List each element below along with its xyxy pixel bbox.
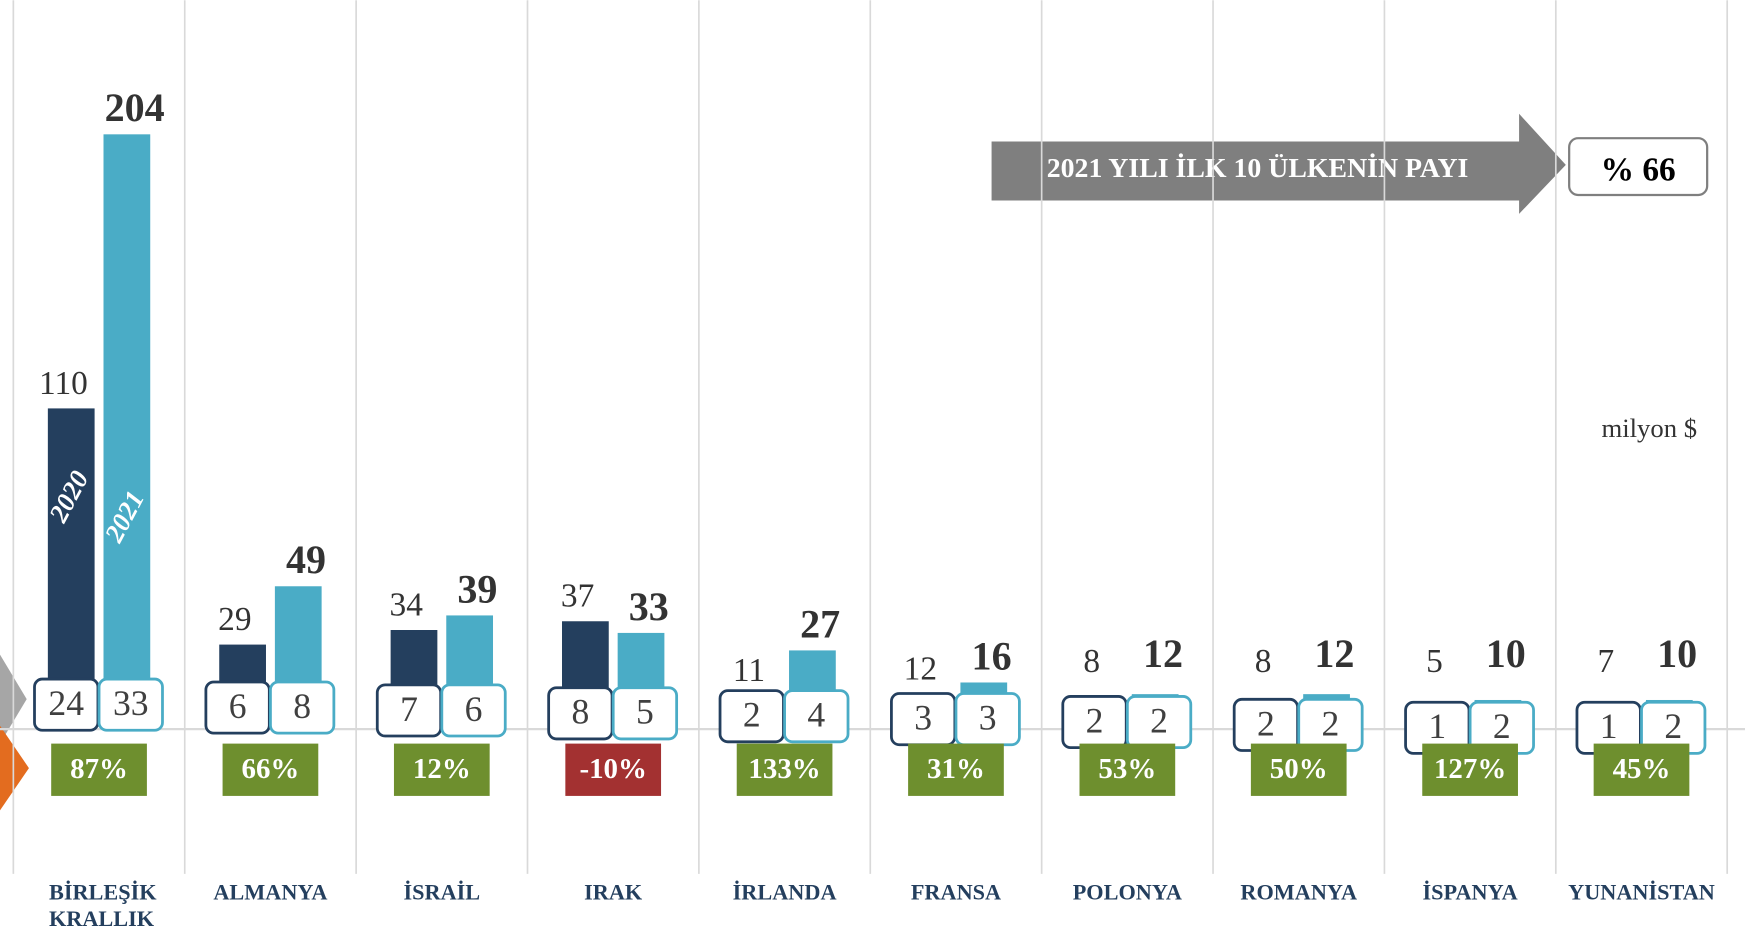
box-label: 6 [465,689,483,729]
box [269,680,336,735]
value-label: 12 [1143,631,1183,676]
value-label: 10 [1657,631,1697,676]
change-box [736,743,833,796]
value-label: 11 [733,652,765,689]
share-box [1568,137,1709,197]
change-box [51,743,147,796]
box [97,677,164,732]
value-label: 33 [629,584,669,629]
box-label: 2 [1150,700,1168,740]
value-label: 8 [1083,643,1100,680]
box-label: 5 [636,692,654,732]
change-label: 87% [70,753,128,785]
box-label: 2 [1322,703,1340,743]
change-label: 45% [1613,753,1671,785]
category-label: YUNANİSTAN [1568,880,1715,905]
value-label: 110 [39,365,88,402]
change-box [1250,743,1347,796]
value-label: 12 [1314,631,1354,676]
box-label: 2 [743,695,761,735]
category-label: ALMANYA [213,880,328,905]
category-label-box: YUNANİSTAN [1568,880,1715,905]
box-label: 2 [1257,703,1275,743]
value-label: 10 [1486,631,1526,676]
change-label: 66% [242,753,300,785]
category-label: ROMANYA [1240,880,1358,905]
value-label: 29 [218,601,251,638]
box [611,686,679,741]
box [440,683,507,738]
change-box [222,743,319,796]
category-label-box: İSPANYA [1422,880,1518,905]
category-label: İSRAİL [403,880,481,905]
change-label: 127% [1434,753,1506,785]
value-label: 8 [1255,643,1272,680]
bar [103,134,151,730]
box [783,689,850,744]
change-label: 133% [748,753,820,785]
category-label-box: İRLANDA [732,880,837,905]
value-label: 49 [286,537,326,582]
change-label: 12% [413,753,471,785]
value-label: 204 [105,85,165,130]
change-label: 53% [1098,753,1156,785]
category-label-box: IRAK [584,880,643,905]
box-label: 6 [229,686,247,726]
value-label: 34 [390,586,424,623]
change-box [393,743,490,796]
category-label: İRLANDA [732,880,837,905]
box-label: 2 [1086,700,1104,740]
change-box [908,743,1004,796]
value-label: 27 [800,601,840,646]
box-label: 7 [400,689,418,729]
box-label: 8 [571,692,589,732]
category-label-box: POLONYA [1072,880,1182,905]
unit-label: milyon $ [1601,413,1697,443]
box-label: 2 [1664,706,1682,746]
category-label: POLONYA [1072,880,1182,905]
box-label: 1 [1428,706,1446,746]
change-label: 31% [927,753,985,785]
annotation-arrow [991,113,1566,214]
change-box [565,743,662,796]
value-label: 5 [1426,643,1443,680]
share-label: % 66 [1601,151,1676,188]
category-label-box: BİRLEŞİK KRALLIK [48,880,157,932]
value-label: 39 [457,566,497,611]
box-label: 8 [293,686,311,726]
category-label-box: ALMANYA [213,880,328,905]
category-label-box: İSRAİL [403,880,481,905]
change-label: -10% [579,753,646,785]
change-box [1593,743,1690,796]
change-box [1079,743,1176,796]
box-label: 2 [1493,706,1511,746]
bar [47,408,95,730]
box-label: 24 [48,683,84,723]
value-label: 16 [972,633,1012,678]
value-label: 37 [561,578,594,615]
category-label-box: ROMANYA [1240,880,1358,905]
value-label: 12 [904,651,937,688]
category-label: BİRLEŞİK KRALLIK [48,880,157,932]
box-label: 3 [979,698,997,738]
category-label: IRAK [584,880,643,905]
box-label: 1 [1600,706,1618,746]
change-box [1422,743,1518,796]
box-label: 4 [807,695,825,735]
category-label-box: FRANSA [910,880,1002,905]
category-label: FRANSA [910,880,1002,905]
change-label: 50% [1270,753,1328,785]
box-label: 3 [914,698,932,738]
category-label: İSPANYA [1422,880,1518,905]
annotation: 2021 YILI İLK 10 ÜLKENİN PAYI [1047,153,1469,184]
decor-orange [0,725,29,811]
value-label: 7 [1598,643,1615,680]
box-label: 33 [113,683,149,723]
